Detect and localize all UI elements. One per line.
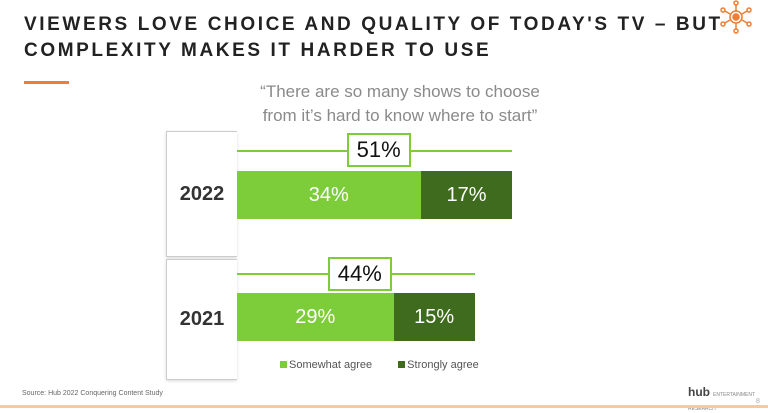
bar-segment: 29%: [237, 293, 394, 341]
legend: Somewhat agree Strongly agree: [280, 359, 479, 371]
page-number: 8: [756, 398, 760, 405]
legend-swatch: [280, 361, 287, 368]
legend-label: Strongly agree: [407, 359, 479, 371]
chart-title-line-2: from it’s hard to know where to start”: [262, 106, 538, 125]
page-title: VIEWERS LOVE CHOICE AND QUALITY OF TODAY…: [24, 12, 723, 64]
bar-segment: 17%: [420, 171, 513, 219]
chart-title-line-1: “There are so many shows to choose: [260, 82, 540, 101]
legend-item-somewhat: Somewhat agree: [280, 359, 372, 371]
legend-label: Somewhat agree: [289, 359, 373, 371]
legend-swatch: [398, 361, 406, 368]
title-line-2: COMPLEXITY MAKES IT HARDER TO USE: [24, 40, 492, 61]
bottom-rule: [0, 405, 768, 408]
chart-title: “There are so many shows to choose from i…: [200, 80, 600, 128]
bar-segment: 15%: [393, 293, 475, 341]
bar-segment: 34%: [237, 171, 421, 219]
title-line-1: VIEWERS LOVE CHOICE AND QUALITY OF TODAY…: [24, 14, 723, 35]
network-sun-icon: [720, 0, 752, 34]
total-label: 44%: [327, 257, 392, 291]
category-label: 2022: [166, 131, 237, 257]
category-label: 2021: [166, 259, 237, 380]
legend-item-strongly: Strongly agree: [398, 359, 479, 371]
total-label: 51%: [346, 133, 411, 167]
logo-text: hub: [688, 385, 710, 399]
source-note: Source: Hub 2022 Conquering Content Stud…: [22, 390, 163, 397]
title-underline: [24, 81, 69, 84]
